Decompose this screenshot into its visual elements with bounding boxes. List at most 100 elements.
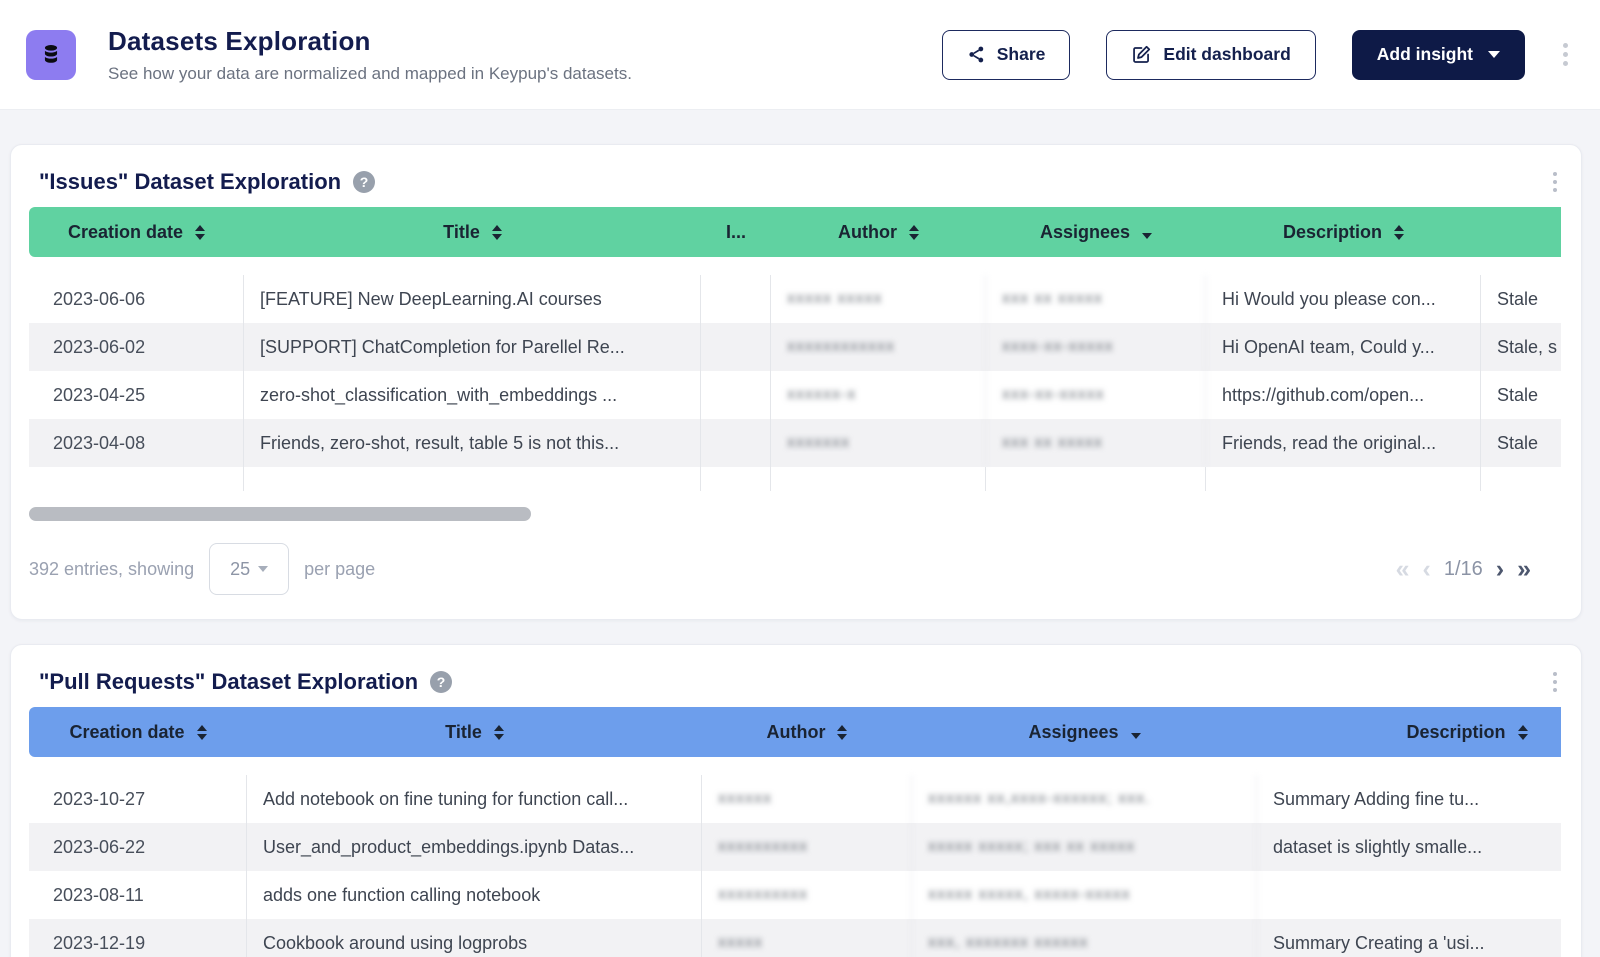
cell-author-redacted: xxxxxxxxxx: [702, 871, 912, 919]
column-header-author[interactable]: Author: [702, 722, 912, 743]
issues-table: Creation date Title I... Author Assignee…: [29, 207, 1561, 491]
prs-table: Creation date Title Author Assignees Des…: [29, 707, 1561, 957]
column-header-title[interactable]: Title: [244, 222, 701, 243]
cell-title: [SUPPORT] ChatCompletion for Parellel Re…: [244, 323, 701, 371]
share-button-label: Share: [996, 44, 1046, 64]
share-icon: [969, 46, 983, 63]
cell-author-redacted: xxxxxxxxxx: [702, 823, 912, 871]
horizontal-scrollbar[interactable]: [29, 507, 1561, 521]
table-row: 2023-06-22 User_and_product_embeddings.i…: [29, 823, 1561, 871]
page-heading: Datasets Exploration See how your data a…: [108, 26, 632, 84]
edit-icon: [1133, 45, 1151, 63]
cell-author-redacted: xxxxx: [702, 919, 912, 957]
cell-assignees-redacted: xxxxxx xx,xxxx-xxxxxx; xxx.: [912, 775, 1257, 823]
page-title: Datasets Exploration: [108, 25, 371, 56]
issues-card-title: "Issues" Dataset Exploration: [39, 169, 342, 194]
cell-creation-date: 2023-06-22: [29, 823, 247, 871]
cell-i: [701, 419, 771, 467]
pull-requests-dataset-card: "Pull Requests" Dataset Exploration ? Cr…: [10, 644, 1582, 957]
cell-title: [FEATURE] New DeepLearning.AI courses: [244, 275, 701, 323]
issues-table-header: Creation date Title I... Author Assignee…: [29, 207, 1561, 257]
cell-i: [701, 371, 771, 419]
sort-icon: [837, 724, 848, 740]
issues-card-menu-icon[interactable]: [1547, 166, 1563, 198]
cell-creation-date: 2023-06-06: [29, 275, 244, 323]
sort-icon: [195, 224, 206, 240]
prev-page-button[interactable]: ‹: [1422, 554, 1431, 583]
page-size-value: 25: [230, 558, 251, 579]
page-size-select[interactable]: 25: [209, 543, 290, 595]
column-header-author[interactable]: Author: [771, 222, 986, 243]
first-page-button[interactable]: «: [1395, 554, 1410, 583]
sort-icon: [1394, 224, 1405, 240]
share-button[interactable]: Share: [941, 29, 1071, 80]
add-insight-button-label: Add insight: [1376, 44, 1473, 64]
cell-author-redacted: xxxxxxx: [771, 419, 986, 467]
cell-assignees-redacted: xxx xx xxxxx: [986, 419, 1206, 467]
cell-author-redacted: xxxxxx-x: [771, 371, 986, 419]
edit-dashboard-button[interactable]: Edit dashboard: [1106, 29, 1316, 80]
database-icon: [44, 44, 58, 63]
edit-dashboard-button-label: Edit dashboard: [1163, 44, 1291, 64]
cell-i: [701, 323, 771, 371]
cell-assignees-redacted: xxx xx xxxxx: [986, 275, 1206, 323]
cell-title: User_and_product_embeddings.ipynb Datas.…: [247, 823, 702, 871]
cell-creation-date: 2023-04-08: [29, 419, 244, 467]
chevron-down-icon: [258, 566, 269, 572]
sort-desc-icon: [1130, 733, 1141, 739]
help-icon[interactable]: ?: [353, 171, 376, 193]
table-row-partial: [29, 467, 1561, 491]
cell-description: Summary Adding fine tu...: [1273, 788, 1480, 809]
column-header-creation-date[interactable]: Creation date: [29, 222, 244, 243]
chevron-down-icon: [1488, 51, 1500, 58]
cell-labels: Stale: [1497, 384, 1539, 405]
scrollbar-thumb[interactable]: [29, 507, 531, 521]
cell-description: [1257, 871, 1561, 919]
page-indicator: 1/16: [1443, 557, 1483, 580]
cell-description: https://github.com/open...: [1206, 371, 1481, 419]
cell-creation-date: 2023-12-19: [29, 919, 247, 957]
issues-dataset-card: "Issues" Dataset Exploration ? Creation …: [10, 144, 1582, 620]
cell-assignees-redacted: xxx, xxxxxxx xxxxxx: [912, 919, 1257, 957]
column-header-title[interactable]: Title: [247, 722, 702, 743]
column-header-description[interactable]: Description: [1206, 222, 1481, 243]
topbar-overflow-menu-icon[interactable]: [1557, 37, 1574, 72]
table-row: 2023-06-02 [SUPPORT] ChatCompletion for …: [29, 323, 1561, 371]
column-header-assignees[interactable]: Assignees: [912, 722, 1257, 743]
cell-labels: Stale: [1497, 288, 1539, 309]
table-row: 2023-06-06 [FEATURE] New DeepLearning.AI…: [29, 275, 1561, 323]
prs-card-menu-icon[interactable]: [1547, 666, 1563, 698]
next-page-button[interactable]: ›: [1495, 554, 1505, 583]
cell-author-redacted: xxxxxx: [702, 775, 912, 823]
help-icon[interactable]: ?: [430, 671, 453, 693]
sort-icon: [493, 724, 504, 740]
add-insight-button[interactable]: Add insight: [1351, 29, 1525, 80]
last-page-button[interactable]: »: [1517, 554, 1531, 583]
cell-title: Cookbook around using logprobs: [247, 919, 702, 957]
table-row: 2023-04-25 zero-shot_classification_with…: [29, 371, 1561, 419]
cell-assignees-redacted: xxx-xx-xxxxx: [986, 371, 1206, 419]
sort-desc-icon: [1142, 233, 1153, 239]
sort-icon: [908, 224, 919, 240]
top-app-bar: Datasets Exploration See how your data a…: [0, 0, 1600, 110]
pager-controls: « ‹ 1/16 › »: [1395, 554, 1531, 583]
column-header-creation-date[interactable]: Creation date: [29, 722, 247, 743]
cell-description: Friends, read the original...: [1206, 419, 1481, 467]
entries-count-label: 392 entries, showing: [29, 558, 195, 579]
column-header-assignees[interactable]: Assignees: [986, 222, 1206, 243]
cell-assignees-redacted: xxxxx xxxxx, xxxxx-xxxxx: [912, 871, 1257, 919]
dashboard-icon: [26, 29, 76, 80]
table-row: 2023-10-27 Add notebook on fine tuning f…: [29, 775, 1561, 823]
cell-description: Hi OpenAI team, Could y...: [1206, 323, 1481, 371]
cell-creation-date: 2023-04-25: [29, 371, 244, 419]
cell-author-redacted: xxxxxxxxxxxx: [771, 323, 986, 371]
column-header-description[interactable]: Description: [1257, 722, 1561, 743]
cell-labels: Stale: [1497, 432, 1539, 453]
table-row: 2023-04-08 Friends, zero-shot, result, t…: [29, 419, 1561, 467]
cell-title: zero-shot_classification_with_embeddings…: [244, 371, 701, 419]
cell-labels: Stale, s: [1497, 336, 1558, 357]
page-subtitle: See how your data are normalized and map…: [108, 63, 632, 83]
prs-card-title: "Pull Requests" Dataset Exploration: [39, 669, 419, 694]
table-row: 2023-12-19 Cookbook around using logprob…: [29, 919, 1561, 957]
column-header-i-truncated[interactable]: I...: [725, 221, 746, 242]
